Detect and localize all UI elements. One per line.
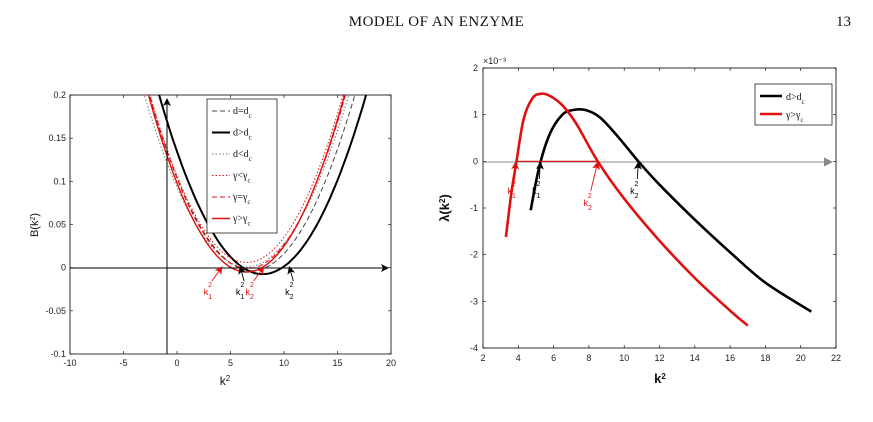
legend-entry: γ>γc	[232, 214, 251, 228]
right-x-tick-label: 14	[690, 353, 700, 363]
root-arrow	[511, 161, 520, 180]
page-number: 13	[836, 14, 851, 30]
right-x-tick-label: 2	[480, 353, 485, 363]
left-x-label: k2	[220, 374, 231, 389]
left-y-tick-label: 0	[61, 263, 66, 273]
root-arrow	[535, 161, 544, 180]
left-panel: -10 -5 0 5 10 15 20 -0.1 -0.05 0 0.05 0.1 0.15 0.2 k1…	[29, 90, 396, 389]
right-x-tick-label: 4	[516, 353, 521, 363]
left-y-tick-label: -0.1	[50, 349, 66, 359]
right-y-tick-label: -1	[470, 203, 478, 213]
left-y-tick-label: 0.15	[48, 133, 66, 143]
root-label: k22	[584, 193, 593, 212]
root-label: k12	[507, 181, 515, 200]
left-curve	[147, 95, 346, 273]
root-arrow	[238, 266, 246, 282]
right-curve	[529, 107, 812, 313]
root-arrow	[590, 161, 600, 192]
left-curve	[149, 95, 347, 269]
legend-entry: d=dc	[233, 106, 252, 120]
right-annotations: k12 k12 k22 k22	[507, 161, 642, 212]
legend-entry: d>dc	[233, 128, 252, 142]
legend-entry: γ>γc	[785, 110, 804, 124]
right-y-tick-label: 1	[473, 110, 478, 120]
right-y-tick-label: 0	[473, 156, 478, 166]
right-x-tick-label: 16	[725, 353, 735, 363]
legend-entry: γ<γc	[232, 171, 251, 185]
root-label: k12	[236, 282, 245, 301]
running-head: MODEL OF AN ENZYME	[348, 14, 525, 30]
root-label: k22	[245, 282, 254, 301]
root-label: k22	[630, 181, 639, 200]
right-x-tick-label: 12	[654, 353, 664, 363]
left-curve	[143, 95, 350, 268]
left-y-tick-label: 0.1	[53, 176, 66, 186]
right-legend-box	[754, 83, 833, 126]
legend-entry: d>dc	[786, 92, 805, 106]
right-y-multiplier: ×10⁻³	[483, 56, 506, 66]
root-label: k22	[285, 282, 294, 301]
left-curves	[143, 95, 368, 276]
root-label: k12	[532, 181, 541, 200]
left-y-tick-label: 0.2	[53, 90, 66, 100]
left-x-tick-label: -10	[63, 358, 76, 368]
caption-cropped	[60, 403, 820, 421]
left-y-tick-label: 0.05	[48, 220, 66, 230]
left-curve	[158, 95, 368, 276]
legend-entry: d<dc	[233, 149, 252, 163]
right-y-label: λ(k2)	[437, 194, 452, 222]
left-ticks: -10 -5 0 5 10 15 20 -0.1 -0.05 0 0.05 0.1 0.15 0.2	[45, 90, 396, 368]
left-legend: d=dc d>dc d<dc γ<γc γ=γc γ>γc	[206, 98, 278, 234]
left-x-tick-label: 15	[332, 358, 342, 368]
root-arrow	[633, 161, 642, 180]
right-x-tick-label: 18	[760, 353, 770, 363]
left-legend-box	[206, 98, 278, 234]
left-x-tick-label: 5	[228, 358, 233, 368]
right-y-tick-label: -3	[470, 296, 478, 306]
left-x-tick-label: 10	[279, 358, 289, 368]
right-x-tick-label: 8	[586, 353, 591, 363]
left-y-tick-label: -0.05	[45, 306, 66, 316]
root-arrow	[287, 266, 296, 282]
right-curve	[504, 92, 749, 327]
right-curves	[504, 92, 812, 327]
legend-entry: γ=γc	[232, 192, 251, 206]
root-label: k12	[204, 282, 213, 301]
left-y-label: B(k2)	[29, 213, 41, 237]
right-x-tick-label: 20	[796, 353, 806, 363]
root-arrow	[211, 266, 223, 282]
left-curve	[149, 95, 344, 264]
left-x-tick-label: 0	[174, 358, 179, 368]
right-y-tick-label: -2	[470, 250, 478, 260]
right-x-tick-label: 22	[831, 353, 841, 363]
right-x-tick-label: 6	[551, 353, 556, 363]
right-y-tick-label: -4	[470, 343, 478, 353]
left-x-tick-label: 20	[386, 358, 396, 368]
left-x-tick-label: -5	[119, 358, 127, 368]
right-legend: d>dc γ>γc	[754, 83, 833, 126]
right-x-label: k2	[654, 371, 666, 386]
root-arrow	[253, 266, 265, 282]
right-x-tick-label: 10	[619, 353, 629, 363]
right-y-tick-label: 2	[473, 63, 478, 73]
